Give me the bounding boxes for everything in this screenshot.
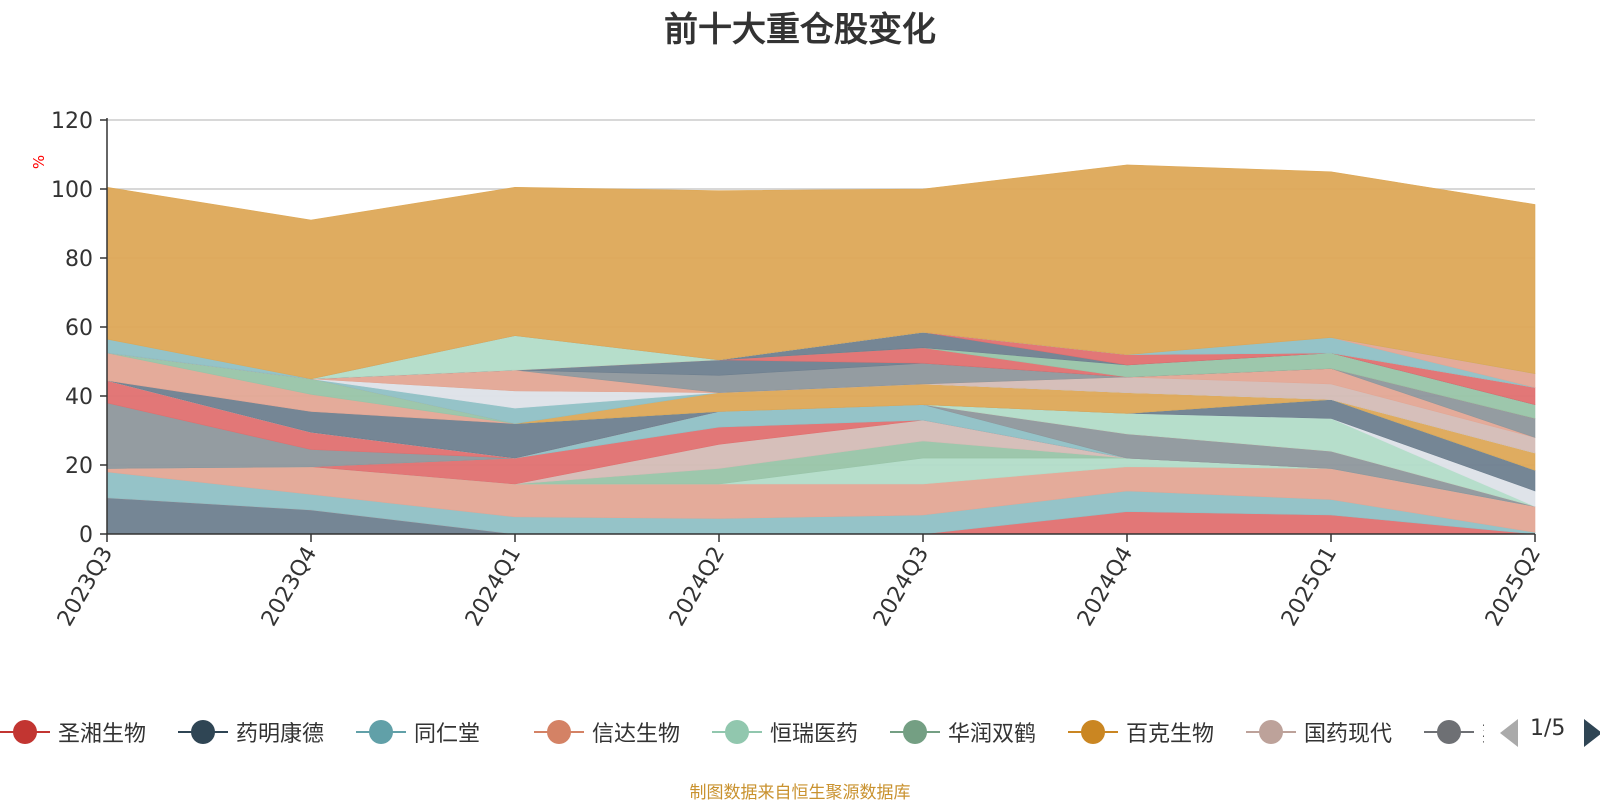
legend-dot-icon [13,720,37,744]
source-note: 制图数据来自恒生聚源数据库 [689,783,911,803]
area-chart: 0 20 40 60 80 100 120 2023Q3 2023Q4 2024Q1 2024Q2 2… [30,109,1546,631]
legend: 圣湘生物 药明康德 同仁堂 信达生物 恒瑞医药 华润双鹤 百克生物 国药现代 奕瑞科技 1/5 [0,712,1600,752]
legend-item[interactable]: 奕瑞科技 [1422,712,1484,752]
legend-item[interactable]: 圣湘生物 [0,712,176,752]
legend-dot-icon [369,720,393,744]
legend-dot-icon [1259,720,1283,744]
legend-label: 奕瑞科技 [1482,716,1484,748]
legend-dot-icon [547,720,571,744]
legend-label: 华润双鹤 [948,722,1037,747]
y-axis-unit-label: % [30,155,48,169]
legend-label: 信达生物 [592,722,681,747]
legend-item[interactable]: 同仁堂 [354,712,532,752]
legend-next-page-icon[interactable] [1584,719,1600,747]
x-tick-label: 2023Q3 [53,543,118,631]
x-tick-label: 2024Q3 [869,543,934,631]
x-tick-label: 2024Q2 [665,543,730,631]
legend-label: 圣湘生物 [58,722,147,747]
y-tick-label: 0 [79,523,93,548]
legend-item[interactable]: 药明康德 [176,712,354,752]
y-tick-label: 40 [65,385,93,410]
legend-dot-icon [725,720,749,744]
area-layer [106,164,1536,535]
legend-item[interactable]: 国药现代 [1244,712,1422,752]
legend-dot-icon [1081,720,1105,744]
legend-item[interactable]: 信达生物 [532,712,710,752]
legend-item[interactable]: 华润双鹤 [888,712,1066,752]
x-tick-label: 2025Q1 [1277,543,1342,631]
legend-prev-page-icon[interactable] [1500,719,1518,747]
legend-dot-icon [1437,720,1461,744]
legend-dot-icon [903,720,927,744]
y-tick-label: 120 [51,109,93,134]
y-tick-label: 20 [65,454,93,479]
y-tick-label: 60 [65,316,93,341]
y-tick-label: 100 [51,178,93,203]
x-tick-label: 2023Q4 [257,543,322,631]
legend-dot-icon [191,720,215,744]
legend-label: 药明康德 [236,722,325,747]
legend-label: 百克生物 [1126,722,1215,747]
legend-items: 圣湘生物 药明康德 同仁堂 信达生物 恒瑞医药 华润双鹤 百克生物 国药现代 奕瑞科技 [0,712,1484,752]
x-tick-label: 2025Q2 [1481,543,1546,631]
x-tick-label: 2024Q1 [461,543,526,631]
legend-item[interactable]: 恒瑞医药 [710,712,888,752]
area-series-31 [106,164,1536,380]
legend-page-indicator: 1/5 [1530,716,1566,741]
legend-item[interactable]: 百克生物 [1066,712,1244,752]
legend-pager: 1/5 [1500,712,1600,752]
chart-title: 前十大重仓股变化 [664,10,936,50]
legend-label: 国药现代 [1304,722,1393,747]
x-tick-label: 2024Q4 [1073,543,1138,631]
legend-label: 恒瑞医药 [770,722,859,747]
y-tick-label: 80 [65,247,93,272]
legend-label: 同仁堂 [414,722,481,747]
